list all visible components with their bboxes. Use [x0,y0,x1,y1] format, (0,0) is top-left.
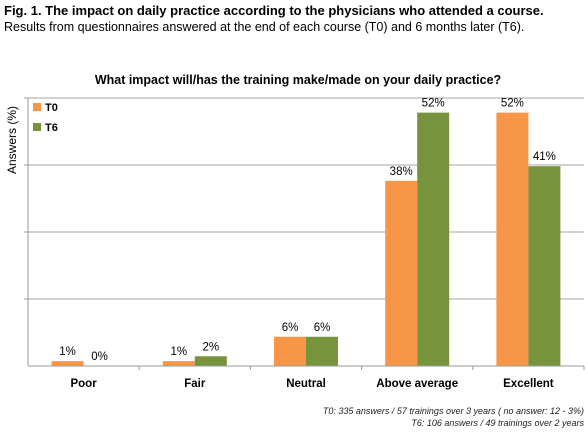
bar-t6-3 [417,112,450,366]
bar-t0-0 [51,361,84,366]
bar-t0-1 [162,361,195,366]
y-axis-label: Answers (%) [5,106,19,174]
category-label-1: Fair [184,378,206,390]
bar-t6-2 [306,336,338,366]
category-labels: Poor Fair Neutral Above average Excellent [70,366,585,390]
footnote-t6: T6: 106 answers / 49 trainings over 2 ye… [411,418,584,428]
data-label-t0-0: 1% [59,346,76,358]
data-label-t6-1: 2% [202,341,219,353]
data-label-t6-4: 41% [533,151,556,163]
bar-t6-1 [194,356,227,366]
legend-swatch-t0 [33,103,41,111]
data-label-t0-2: 6% [282,322,299,334]
data-label-t6-2: 6% [314,322,331,334]
category-label-0: Poor [70,378,97,390]
gridlines [24,97,584,300]
legend: T0 T6 [33,102,58,134]
bar-t0-2 [274,336,306,366]
figure-caption-title: Fig. 1. The impact on daily practice acc… [4,3,544,18]
category-label-3: Above average [376,378,458,390]
data-label-t0-3: 38% [390,166,413,178]
legend-label-t6: T6 [45,122,58,134]
chart-title: What impact will/has the training make/m… [95,73,501,87]
data-label-t0-4: 52% [501,98,524,110]
legend-label-t0: T0 [45,102,58,114]
footnote-t0: T0: 335 answers / 57 trainings over 3 ye… [322,406,584,416]
bars [51,112,561,366]
data-labels: 1% 0% 1% 2% 6% 6% 38% 52% 52% 41% [59,98,556,363]
data-label-t0-1: 1% [170,346,187,358]
bar-t0-4 [496,112,529,366]
bar-t0-3 [385,180,418,366]
category-label-2: Neutral [286,378,326,390]
figure-caption-subtitle: Results from questionnaires answered at … [4,20,525,34]
data-label-t6-0: 0% [91,351,108,363]
legend-swatch-t6 [33,123,41,131]
category-label-4: Excellent [503,378,554,390]
bar-t6-4 [528,166,561,366]
data-label-t6-3: 52% [422,98,445,110]
